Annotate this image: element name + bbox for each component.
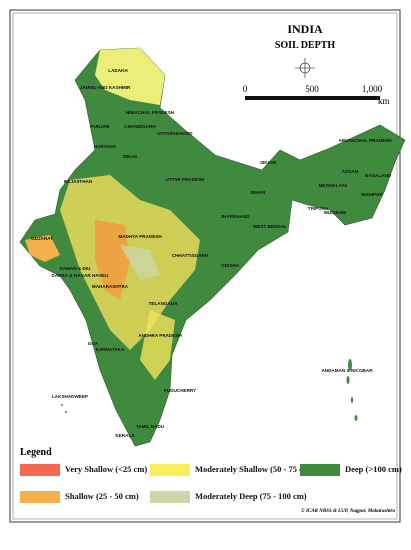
map-title: INDIA <box>287 22 323 36</box>
india-outline <box>19 47 406 447</box>
moderate-patch <box>120 245 160 280</box>
region-label: TAMIL NADU <box>136 424 165 429</box>
legend-swatch <box>150 464 190 476</box>
region-label: GUJARAT <box>31 236 53 241</box>
scale-unit: km <box>378 96 390 106</box>
region-label: MADHYA PRADESH <box>118 234 162 239</box>
legend-label: Deep (>100 cm) <box>345 464 402 474</box>
region-label: UTTAR PRADESH <box>166 177 206 182</box>
region-label: DAMAN & DIU <box>60 266 92 271</box>
region-label: BIHAR <box>251 190 266 195</box>
region-label: WEST BENGAL <box>253 224 287 229</box>
region-label: ODISHA <box>221 263 240 268</box>
region-label: PUDUCHERRY <box>164 388 196 393</box>
legend-swatch <box>20 491 60 503</box>
region-label: GOA <box>88 341 99 346</box>
region-labels: LADAKH JAMMU AND KASHMIR HIMACHAL PRADESH P… <box>31 68 392 438</box>
legend-label: Moderately Shallow (50 - 75 cm) <box>195 464 313 474</box>
legend-title: Legend <box>20 447 52 458</box>
region-label: HARYANA <box>94 144 117 149</box>
region-label: LAKSHADWEEP <box>52 394 88 399</box>
region-label: SIKKIM <box>260 160 276 165</box>
region-label: DADRA & NAGAR HAVELI <box>52 273 109 278</box>
legend-label: Very Shallow (<25 cm) <box>65 464 147 474</box>
credit: © ICAR NBSS & LUP, Nagpur, Maharashtra <box>301 508 395 514</box>
gujarat-patch <box>25 235 60 262</box>
region-label: LADAKH <box>108 68 128 73</box>
region-label: KARNATAKA <box>96 347 125 352</box>
region-label: CHANDIGARH <box>124 124 156 129</box>
region-label: ANDAMAN & NICOBAR <box>321 368 373 373</box>
region-label: HIMACHAL PRADESH <box>126 110 175 115</box>
compass <box>295 58 315 78</box>
scale: 0 500 1,000 km <box>243 84 390 106</box>
inner-frame <box>12 12 398 520</box>
region-label: MANIPUR <box>361 192 383 197</box>
ladakh-patch <box>95 48 165 105</box>
region-label: MEGHALAYA <box>319 183 348 188</box>
region-label: RAJASTHAN <box>64 179 93 184</box>
region-label: TRIPURA <box>308 206 329 211</box>
legend: Very Shallow (<25 cm) Moderately Shallow … <box>20 464 402 503</box>
map-subtitle: SOIL DEPTH <box>275 40 336 51</box>
shallow-patch <box>95 220 130 300</box>
region-label: PUNJAB <box>91 124 111 129</box>
south-patch <box>140 310 175 380</box>
scale-label: 0 <box>243 84 248 94</box>
scale-bar <box>245 96 380 100</box>
legend-label: Shallow (25 - 50 cm) <box>65 491 139 501</box>
region-label: ASSAM <box>342 169 359 174</box>
india-map <box>19 47 406 447</box>
region-label: ARUNACHAL PRADESH <box>338 138 392 143</box>
region-label: NAGALAND <box>365 173 392 178</box>
legend-swatch <box>20 464 60 476</box>
region-label: CHHATTISGARH <box>172 253 209 258</box>
scale-label: 500 <box>305 84 319 94</box>
region-label: KERALA <box>115 433 135 438</box>
legend-label: Moderately Deep (75 - 100 cm) <box>195 491 307 501</box>
region-label: MAHARASHTRA <box>92 284 129 289</box>
region-label: JAMMU AND KASHMIR <box>80 85 131 90</box>
legend-swatch <box>300 464 340 476</box>
region-label: TELANGANA <box>149 301 179 306</box>
legend-swatch <box>150 491 190 503</box>
lakshadweep-islands <box>61 404 67 413</box>
region-label: UTTARAKHAND <box>157 131 193 136</box>
andaman-islands <box>346 359 358 421</box>
region-label: MIZORAM <box>324 210 346 215</box>
region-label: DELHI <box>123 154 137 159</box>
scale-label: 1,000 <box>362 84 383 94</box>
region-label: JHARKHAND <box>220 214 250 219</box>
region-label: ANDHRA PRADESH <box>138 333 182 338</box>
